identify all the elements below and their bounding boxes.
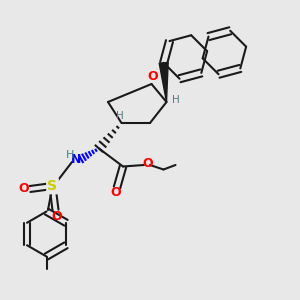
Text: O: O xyxy=(148,70,158,83)
Text: O: O xyxy=(18,182,29,196)
Text: O: O xyxy=(142,157,153,170)
Polygon shape xyxy=(159,62,168,102)
Text: N: N xyxy=(70,153,81,167)
Text: H: H xyxy=(65,150,74,160)
Text: H: H xyxy=(172,94,179,105)
Text: O: O xyxy=(110,186,121,200)
Text: H: H xyxy=(116,111,124,122)
Text: O: O xyxy=(52,210,62,223)
Text: S: S xyxy=(47,179,58,193)
